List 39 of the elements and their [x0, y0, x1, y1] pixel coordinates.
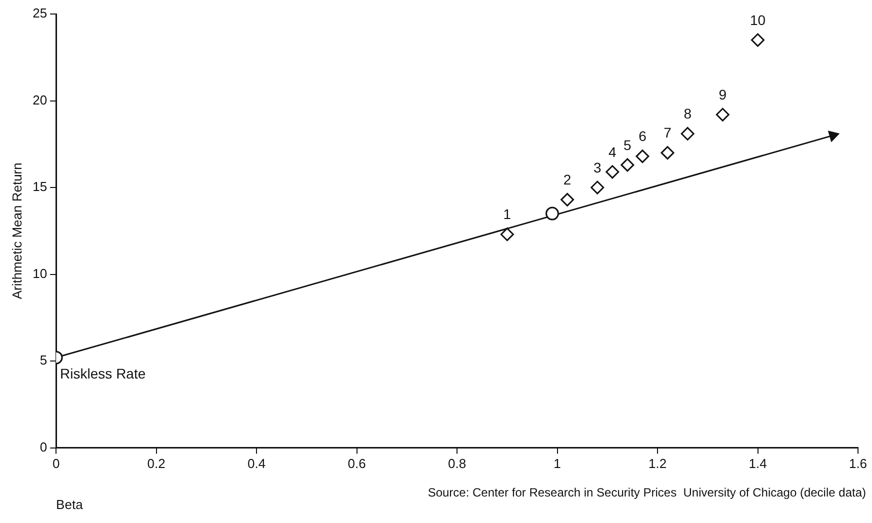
annotation: 6 — [638, 128, 647, 144]
annotation: 2 — [563, 172, 572, 188]
point — [590, 180, 604, 194]
x-tick-label: 0.4 — [248, 456, 266, 472]
point — [636, 150, 650, 164]
y-tick-label: 0 — [40, 439, 48, 454]
x-tick-label: 1.4 — [748, 456, 767, 472]
y-tick-label: 20 — [32, 92, 48, 108]
y-tick-label: 15 — [32, 179, 48, 194]
annotation: 7 — [664, 124, 672, 141]
y-axis-title: Arithmetic Mean Return — [9, 162, 24, 300]
point — [500, 228, 514, 242]
x-tick-label: 1.6 — [848, 456, 868, 472]
annotation: 8 — [684, 106, 692, 122]
y-tick-label: 5 — [40, 352, 48, 368]
annotation: 5 — [624, 136, 632, 153]
x-tick-label: 0.8 — [448, 456, 466, 472]
annotation: 9 — [718, 86, 727, 102]
annotation: Riskless Rate — [60, 365, 146, 382]
point — [716, 108, 730, 122]
x-tick-label: 0 — [52, 456, 60, 472]
x-tick-label: 1 — [554, 456, 561, 472]
point — [660, 146, 674, 160]
x-tick-label: 1.2 — [648, 456, 667, 472]
point — [620, 158, 634, 172]
x-axis-title: Beta — [56, 496, 84, 512]
point — [680, 126, 694, 140]
y-tick-label: 10 — [32, 266, 48, 281]
annotation: 3 — [593, 159, 602, 176]
x-tick-label: 0.2 — [147, 456, 166, 472]
point — [606, 165, 620, 179]
point — [751, 33, 765, 47]
y-tick-label: 25 — [32, 6, 48, 21]
source-note: Source: Center for Research in Security Prices University of Chicago (decile data) — [428, 485, 866, 500]
annotation: 4 — [608, 144, 617, 160]
annotation: 1 — [503, 206, 512, 222]
annotation: 10 — [750, 12, 766, 28]
x-tick-label: 0.6 — [348, 456, 366, 472]
point — [560, 192, 574, 206]
